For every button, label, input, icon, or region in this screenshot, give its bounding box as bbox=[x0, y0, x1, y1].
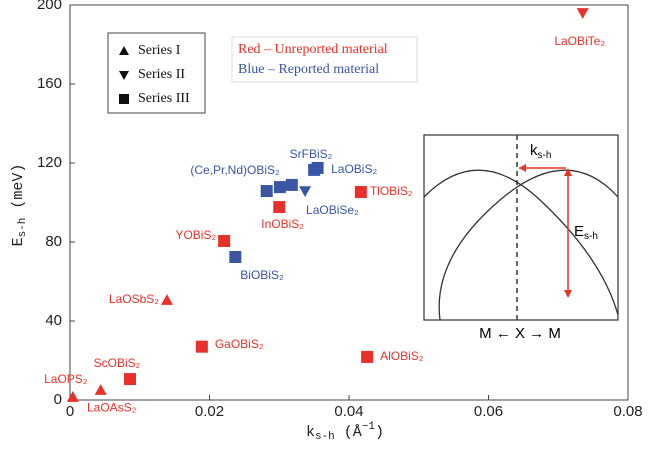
inset-frame bbox=[423, 134, 619, 321]
y-tick-label: 40 bbox=[45, 312, 62, 329]
point-label: SrFBiS₂ bbox=[290, 147, 333, 161]
point-label: LaOBiTe₂ bbox=[554, 34, 605, 48]
y-label-main: E bbox=[10, 237, 27, 246]
y-tick-label: 80 bbox=[45, 233, 62, 250]
legend-label: Series II bbox=[138, 67, 185, 82]
x-tick-label: 0.06 bbox=[474, 403, 503, 420]
legend-marker bbox=[119, 71, 129, 80]
point-label: LaOBiS₂ bbox=[331, 162, 377, 176]
x-label-unit: (Å bbox=[335, 424, 362, 441]
data-point bbox=[195, 340, 208, 353]
x-tick-label: 0 bbox=[66, 403, 74, 420]
data-point bbox=[273, 181, 286, 194]
inset-band bbox=[423, 169, 619, 316]
inset-axis-label: M ← X → M bbox=[479, 325, 561, 342]
data-point bbox=[229, 251, 242, 264]
legend-marker bbox=[119, 46, 129, 55]
point-label: YOBiS₂ bbox=[175, 228, 216, 242]
notes-box bbox=[231, 36, 418, 83]
x-tick-label: 0.08 bbox=[613, 403, 642, 420]
data-point bbox=[576, 8, 589, 19]
legend-marker bbox=[119, 94, 129, 104]
y-axis-label: Es-h (meV) bbox=[10, 164, 29, 247]
y-tick-label: 200 bbox=[37, 0, 62, 13]
inset-band bbox=[438, 169, 619, 321]
point-label: TlOBiS₂ bbox=[370, 184, 413, 198]
point-label: LaOSbS₂ bbox=[109, 292, 159, 306]
data-point bbox=[160, 294, 173, 305]
point-label: LaOAsS₂ bbox=[87, 400, 137, 414]
data-point bbox=[285, 178, 298, 191]
point-label: ScOBiS₂ bbox=[94, 356, 141, 370]
data-point bbox=[308, 163, 321, 176]
note: Red – Unreported material bbox=[238, 42, 388, 57]
inset-k-sub: s-h bbox=[538, 150, 552, 161]
inset-k-main: k bbox=[530, 142, 538, 159]
inset-e-sub: s-h bbox=[584, 231, 598, 242]
inset-e-main: E bbox=[574, 223, 584, 240]
data-point bbox=[354, 186, 367, 199]
x-label-sup: −1 bbox=[362, 421, 376, 433]
data-point bbox=[94, 384, 107, 395]
inset-arrowhead bbox=[519, 164, 526, 172]
point-label: InOBiS₂ bbox=[261, 217, 304, 231]
data-point bbox=[218, 235, 231, 248]
data-point bbox=[273, 201, 286, 214]
x-axis-label: ks-h (Å−1) bbox=[306, 421, 384, 443]
data-point bbox=[260, 185, 273, 198]
data-point bbox=[66, 391, 79, 402]
y-tick-label: 120 bbox=[37, 154, 62, 171]
x-tick-label: 0.04 bbox=[334, 403, 363, 420]
data-point bbox=[299, 186, 312, 198]
inset: ks-h Es-h M ← X → M bbox=[69, 4, 629, 401]
point-label: AlOBiS₂ bbox=[380, 349, 424, 363]
inset-k-label: ks-h bbox=[530, 142, 551, 161]
legend-label: Series I bbox=[138, 43, 181, 58]
inset-e-label: Es-h bbox=[574, 223, 598, 242]
point-label: LaOBiSe₂ bbox=[306, 203, 359, 217]
point-label: LaOPS₂ bbox=[44, 372, 88, 386]
point-label: BiOBiS₂ bbox=[240, 268, 284, 282]
y-label-unit: (meV) bbox=[10, 164, 27, 218]
note: Blue – Reported material bbox=[238, 62, 379, 77]
x-label-main: k bbox=[306, 424, 315, 441]
y-tick-label: 0 bbox=[54, 391, 62, 408]
y-label-sub: s-h bbox=[17, 218, 29, 238]
y-tick-label: 160 bbox=[37, 75, 62, 92]
x-label-sub: s-h bbox=[315, 431, 335, 443]
data-point bbox=[361, 350, 374, 363]
x-tick-label: 0.02 bbox=[195, 403, 224, 420]
point-label: GaOBiS₂ bbox=[215, 337, 264, 351]
point-label: (Ce,Pr,Nd)OBiS₂ bbox=[190, 163, 280, 177]
legend-label: Series III bbox=[138, 91, 190, 106]
x-label-close: ) bbox=[375, 424, 384, 441]
data-point bbox=[123, 373, 136, 386]
